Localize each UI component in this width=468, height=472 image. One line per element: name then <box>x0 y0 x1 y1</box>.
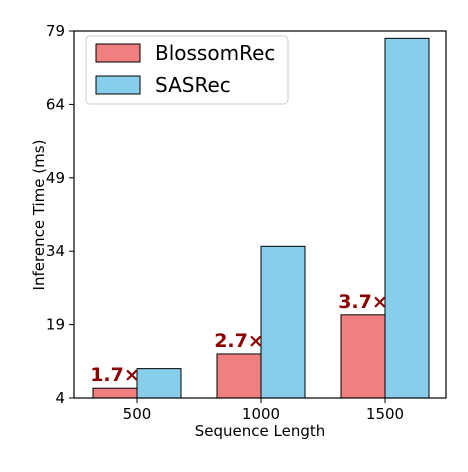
y-tick-label: 79 <box>46 22 65 40</box>
y-tick-label: 34 <box>46 242 65 260</box>
bar-blossomrec-1500 <box>340 314 386 399</box>
legend-label-sasrec: SASRec <box>155 73 231 97</box>
y-axis-label: Inference Time (ms) <box>30 140 48 291</box>
speedup-annotation-1500: 3.7× <box>338 291 388 313</box>
bar-sasrec-500 <box>136 368 182 399</box>
y-axis-ticks: 4 19 34 49 64 79 <box>46 22 74 407</box>
x-tick-label: 1500 <box>366 405 404 423</box>
legend-label-blossomrec: BlossomRec <box>155 41 275 65</box>
y-tick-label: 64 <box>46 95 65 113</box>
speedup-annotation-500: 1.7× <box>90 364 140 386</box>
x-tick-label: 1000 <box>242 405 280 423</box>
legend-item-blossomrec: BlossomRec <box>95 41 275 65</box>
bar-blossomrec-500 <box>92 387 138 399</box>
y-tick-label: 4 <box>55 389 65 407</box>
x-axis-ticks: 500 1000 1500 <box>123 398 404 423</box>
y-tick-label: 19 <box>46 316 65 334</box>
y-tick-label: 49 <box>46 169 65 187</box>
legend-swatch-sasrec <box>95 75 141 95</box>
speedup-annotation-1000: 2.7× <box>214 330 264 352</box>
bar-sasrec-1000 <box>260 245 306 399</box>
legend: BlossomRec SASRec <box>85 35 289 105</box>
x-tick-label: 500 <box>123 405 152 423</box>
legend-swatch-blossomrec <box>95 43 141 63</box>
ratio-annotations: 1.7× 2.7× 3.7× <box>90 291 388 386</box>
bar-sasrec-1500 <box>384 37 430 399</box>
x-axis-label: Sequence Length <box>195 422 326 440</box>
bar-blossomrec-1000 <box>216 353 262 399</box>
plot-frame <box>73 30 447 399</box>
legend-item-sasrec: SASRec <box>95 73 231 97</box>
bars-layer <box>92 37 430 399</box>
